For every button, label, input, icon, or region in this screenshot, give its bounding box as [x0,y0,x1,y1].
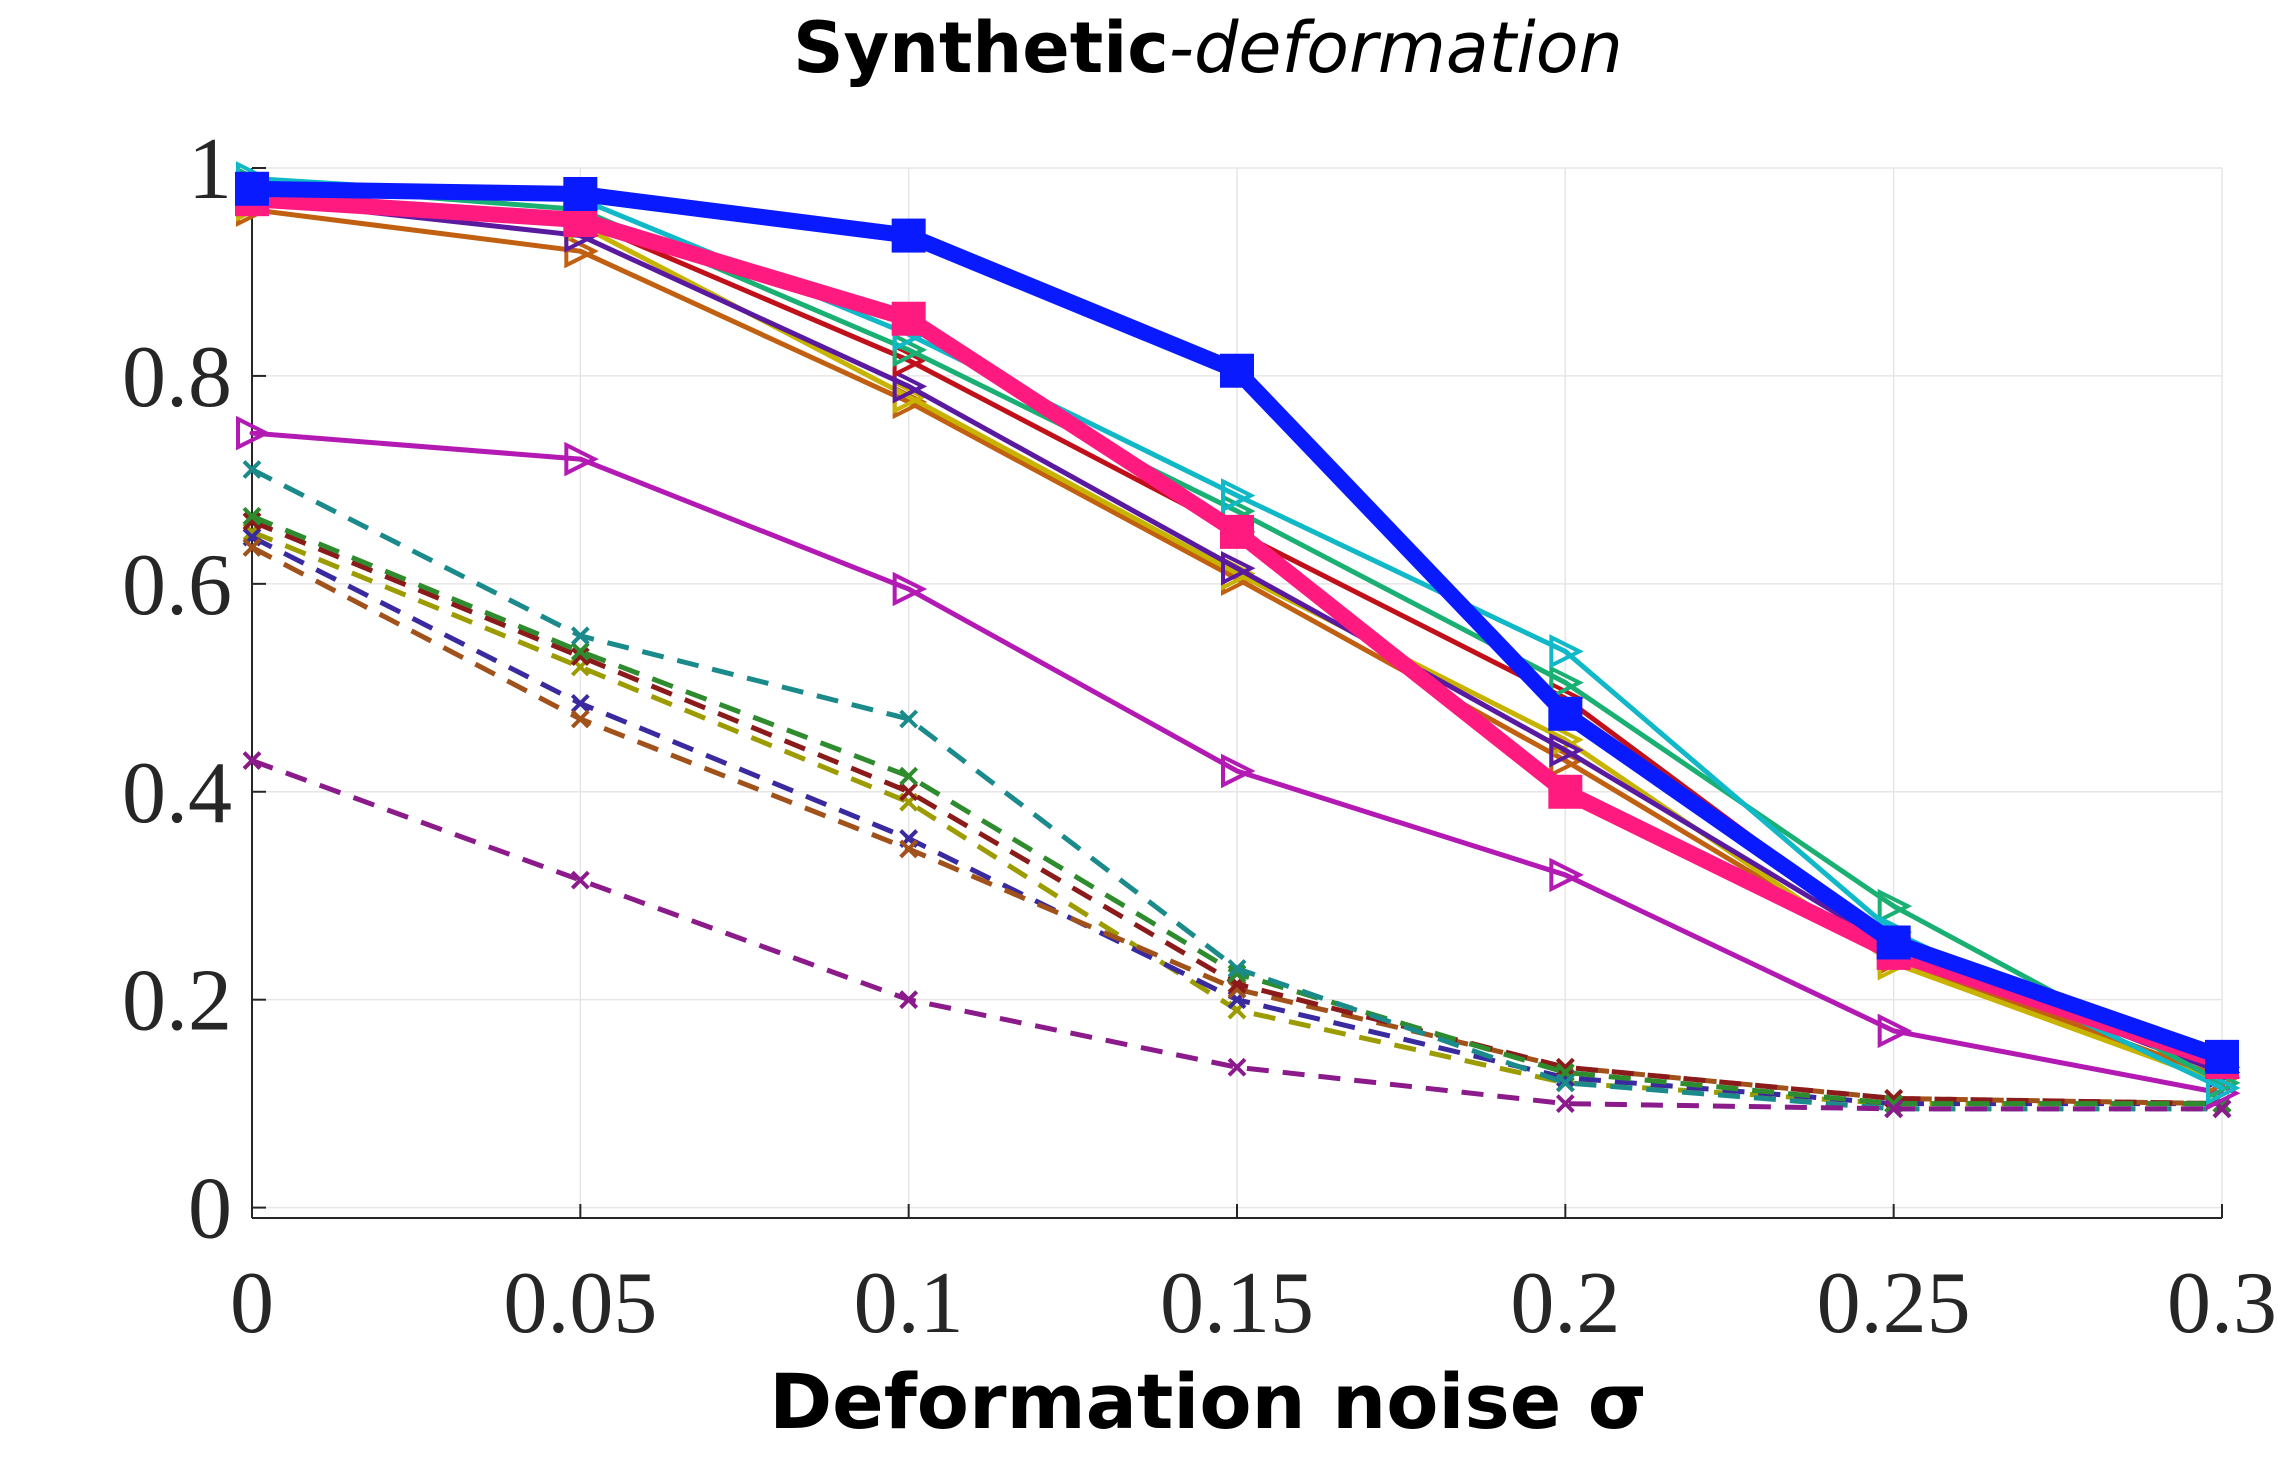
chart-title-bold: Synthetic [793,7,1169,89]
point-magenta-triangle-4 [1549,857,1584,893]
point-pink-square-2 [891,301,926,336]
point-blue-square-3 [1220,353,1254,388]
y-tick-label-1: 0.2 [122,953,232,1050]
point-dashed-green-2 [899,766,919,786]
point-green-triangle-4 [1549,665,1584,700]
y-tick-label-5: 1 [188,121,232,218]
point-indigo-triangle-3 [1221,551,1256,586]
x-tick-label-5: 0.25 [1817,1255,1971,1352]
x-tick-label-3: 0.15 [1160,1255,1314,1352]
x-tick-label-4: 0.2 [1510,1255,1620,1352]
point-blue-square-1 [563,176,598,211]
point-cyan-triangle-6 [2206,1070,2241,1106]
point-magenta-triangle-0 [236,415,271,451]
y-tick-label-2: 0.4 [122,745,232,842]
point-green-triangle-5 [1877,888,1913,924]
point-dashed-purple-4 [1555,1094,1575,1114]
point-dashed-maroon-1 [570,647,590,667]
y-tick-label-0: 0 [188,1161,232,1258]
series-dashed-purple [242,751,2232,1119]
point-dashed-purple-3 [1227,1057,1247,1077]
point-dashed-teal-3 [1227,959,1247,978]
point-dashed-brown-0 [242,538,262,557]
x-tick-label-0: 0 [230,1255,274,1352]
series-blue-square [235,171,2239,1074]
point-cyan-triangle-3 [1221,478,1256,513]
chart-title: Synthetic-deformation [793,7,1623,89]
point-indigo-triangle-4 [1549,732,1584,768]
point-dashed-teal-4 [1555,1073,1575,1093]
point-magenta-triangle-1 [564,441,599,477]
grid [251,167,2223,1218]
point-magenta-triangle-2 [892,571,928,607]
point-dashed-brown-2 [899,839,919,859]
point-dashed-teal-2 [899,709,919,729]
point-dashed-green-1 [570,642,590,661]
series-group [235,161,2241,1119]
x-tick-label-2: 0.1 [854,1255,964,1352]
chart-title-italic: -deformation [1169,7,1623,89]
point-blue-square-0 [235,171,269,206]
point-magenta-triangle-3 [1221,753,1256,789]
point-pink-square-3 [1220,514,1254,549]
point-dashed-maroon-4 [1555,1057,1575,1077]
point-dashed-purple-1 [570,870,590,890]
point-cyan-triangle-4 [1549,634,1584,669]
point-dashed-purple-2 [899,990,919,1010]
point-dashed-purple-0 [242,751,262,770]
point-dashed-teal-0 [242,460,262,479]
point-pink-square-4 [1548,774,1583,809]
point-blue-square-5 [1876,925,1911,960]
tick-labels: 0 0.05 0.1 0.15 0.2 0.25 0.3 0 0.2 0.4 0.6 0.8 1 [122,121,2277,1352]
y-tick-label-4: 0.8 [122,329,232,426]
point-dashed-green-0 [242,506,262,526]
point-dashed-darkblue-1 [570,693,590,713]
point-indigo-triangle-2 [892,369,928,404]
x-tick-label-6: 0.3 [2167,1255,2277,1352]
point-blue-square-6 [2205,1039,2239,1074]
x-tick-label-1: 0.05 [503,1255,657,1352]
point-magenta-triangle-5 [1877,1013,1913,1049]
series-line-magenta-triangle [249,430,2225,1096]
point-blue-square-4 [1548,696,1583,731]
point-dashed-maroon-2 [899,782,919,802]
x-axis-label: Deformation noise σ [769,1357,1647,1446]
y-tick-label-3: 0.6 [122,537,232,634]
point-dashed-purple-5 [1884,1099,1904,1119]
point-dashed-brown-1 [570,709,590,729]
point-dashed-teal-1 [570,626,590,646]
axes [251,167,2223,1219]
point-blue-square-2 [891,218,926,253]
